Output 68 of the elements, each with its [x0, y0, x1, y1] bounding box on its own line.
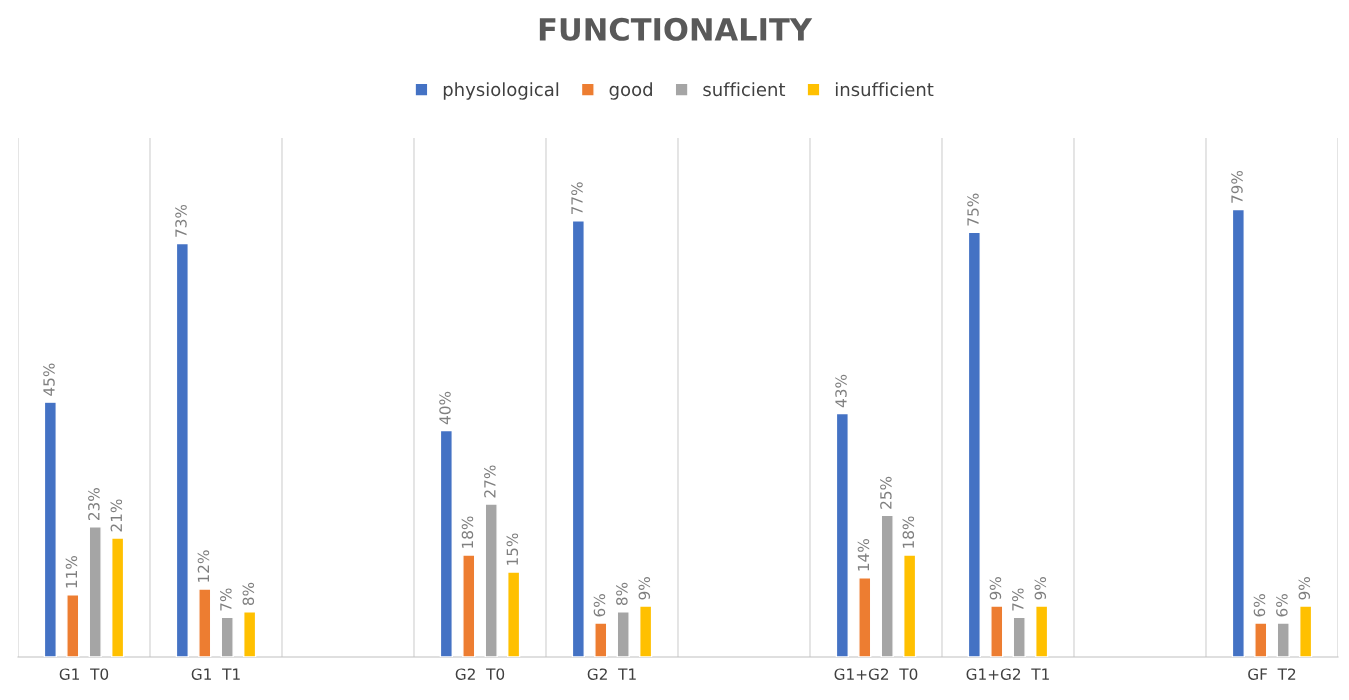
bar	[462, 554, 476, 657]
bar	[616, 610, 630, 657]
legend-label: sufficient	[703, 82, 786, 97]
data-label: 21%	[110, 499, 123, 532]
legend-label: good	[609, 82, 652, 100]
bar	[903, 554, 917, 657]
chart-title: FUNCTIONALITY	[539, 17, 813, 41]
data-label: 6%	[1253, 594, 1266, 617]
bar	[439, 429, 453, 657]
data-label: 9%	[1298, 577, 1311, 600]
legend-label: physiological	[443, 82, 559, 100]
data-label: 9%	[638, 577, 651, 600]
bar	[66, 594, 80, 657]
bar	[858, 577, 872, 657]
x-tick-label: G2 T1	[587, 668, 636, 680]
data-label: 27%	[484, 465, 496, 498]
data-label: 7%	[1012, 588, 1024, 611]
bar	[639, 605, 653, 657]
bar	[220, 616, 234, 657]
data-label: 9%	[1034, 577, 1047, 600]
bar	[1231, 208, 1245, 657]
data-label: 43%	[835, 374, 847, 408]
data-label: 6%	[593, 594, 606, 617]
data-label: 75%	[967, 193, 979, 226]
data-label: 73%	[175, 204, 187, 237]
data-label: 18%	[461, 516, 474, 548]
data-label: 25%	[880, 476, 892, 509]
data-label: 12%	[197, 550, 210, 582]
x-tick-label: G2 T0	[455, 668, 505, 680]
data-label: 6%	[1276, 594, 1288, 617]
bar	[43, 401, 57, 657]
x-tick-label: G1+G2 T0	[834, 668, 918, 680]
bar	[594, 622, 608, 657]
data-label: 14%	[857, 539, 870, 571]
x-tick-label: GF T2	[1248, 668, 1296, 680]
bar	[175, 242, 189, 657]
data-label: 9%	[989, 577, 1002, 600]
x-tick-label: G1 T1	[191, 668, 240, 680]
data-label: 77%	[571, 182, 583, 215]
data-label: 40%	[439, 391, 451, 425]
data-label: 7%	[220, 588, 232, 611]
bar	[484, 503, 498, 657]
data-label: 15%	[506, 533, 519, 565]
bar	[835, 412, 849, 657]
data-label: 8%	[242, 582, 255, 606]
data-label: 18%	[902, 516, 915, 548]
bar	[1035, 605, 1049, 657]
bar	[88, 526, 102, 657]
bar	[243, 610, 257, 657]
bar	[880, 514, 894, 657]
data-label: 45%	[43, 363, 55, 396]
bar	[990, 605, 1004, 657]
bar	[111, 537, 125, 657]
x-tick-label: G1 T0	[59, 668, 109, 680]
bar	[967, 231, 981, 657]
data-label: 23%	[88, 488, 100, 521]
data-label: 8%	[616, 582, 628, 606]
bar	[198, 588, 212, 657]
data-label: 79%	[1231, 170, 1243, 203]
legend-label: insufficient	[835, 82, 934, 97]
x-tick-label: G1+G2 T1	[966, 668, 1049, 680]
bar	[1299, 605, 1313, 657]
bar	[1012, 616, 1026, 657]
bar	[507, 571, 521, 657]
bar	[1254, 622, 1268, 657]
bar	[571, 220, 585, 657]
data-label: 11%	[65, 556, 78, 588]
bar	[1276, 622, 1290, 657]
